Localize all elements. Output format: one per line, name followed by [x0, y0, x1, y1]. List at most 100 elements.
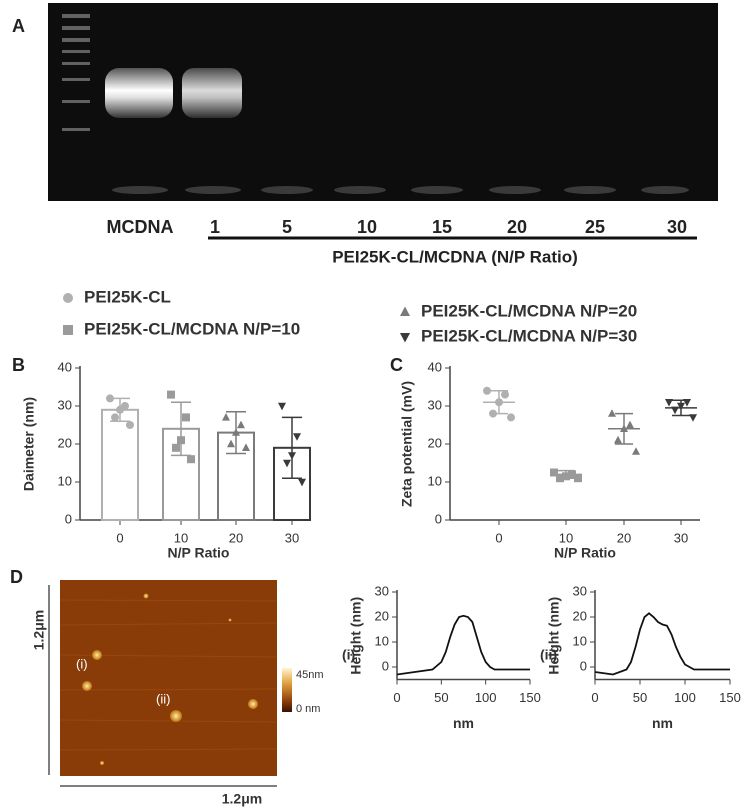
- x-tick-label: 30: [674, 530, 688, 545]
- panel-label: C: [390, 355, 403, 375]
- x-tick-label: 30: [285, 530, 299, 545]
- y-tick-label: 20: [375, 608, 389, 623]
- x-tick-label: 0: [591, 690, 598, 705]
- marker: [293, 433, 301, 441]
- x-tick-label: 20: [617, 530, 631, 545]
- marker: [172, 443, 180, 452]
- marker: [116, 405, 124, 414]
- colorbar-label: 0 nm: [296, 703, 320, 715]
- y-tick-label: 40: [58, 359, 72, 374]
- lane-label: 25: [585, 217, 605, 237]
- x-tick-label: 10: [559, 530, 573, 545]
- x-tick-label: 20: [229, 530, 243, 545]
- legend-label: PEI25K-CL/MCDNA N/P=20: [421, 301, 637, 320]
- marker: [278, 402, 286, 411]
- marker: [126, 421, 134, 429]
- profile-line: [594, 612, 730, 676]
- lane-label: 1: [210, 217, 220, 237]
- marker: [632, 447, 640, 455]
- y-tick-label: 30: [58, 397, 72, 412]
- marker: [550, 468, 558, 477]
- scale-label: 1.2μm: [31, 610, 47, 650]
- marker: [501, 390, 509, 399]
- legend-marker: [63, 293, 73, 303]
- colorbar-label: 45nm: [296, 669, 324, 681]
- marker: [626, 420, 634, 429]
- marker: [298, 478, 306, 487]
- legend-marker: [400, 306, 410, 316]
- spot-label: (ii): [156, 691, 170, 706]
- y-tick-label: 30: [375, 583, 389, 598]
- y-tick-label: 0: [580, 658, 587, 673]
- y-tick-label: 20: [58, 435, 72, 450]
- marker: [483, 386, 491, 395]
- profile-line: [396, 614, 530, 676]
- x-tick-label: 150: [519, 690, 541, 705]
- marker: [568, 470, 576, 479]
- marker: [574, 474, 582, 483]
- x-tick-label: 50: [633, 690, 647, 705]
- lane-label: 10: [357, 217, 377, 237]
- x-tick-label: 0: [495, 530, 502, 545]
- lane-label: 15: [432, 217, 452, 237]
- marker: [288, 452, 296, 460]
- legend-label: PEI25K-CL/MCDNA N/P=10: [84, 319, 300, 338]
- y-tick-label: 10: [375, 633, 389, 648]
- y-tick-label: 0: [65, 511, 72, 526]
- x-tick-label: 0: [116, 530, 123, 545]
- marker: [507, 413, 515, 422]
- marker: [665, 399, 673, 407]
- x-tick-label: 150: [719, 690, 741, 705]
- marker: [689, 414, 697, 422]
- marker: [237, 420, 245, 429]
- x-tick-label: 100: [475, 690, 497, 705]
- marker: [556, 474, 564, 483]
- marker: [683, 399, 691, 407]
- marker: [608, 409, 616, 417]
- marker: [562, 472, 570, 481]
- marker: [489, 409, 497, 418]
- gel-image: [48, 3, 718, 201]
- panel-label: D: [10, 567, 23, 587]
- marker: [111, 413, 119, 422]
- chart-title: (i): [342, 647, 355, 663]
- y-tick-label: 0: [435, 511, 442, 526]
- y-axis-label: Zeta potential (mV): [399, 381, 415, 507]
- marker: [495, 398, 503, 407]
- marker: [283, 459, 291, 468]
- marker: [222, 413, 230, 421]
- x-tick-label: 10: [174, 530, 188, 545]
- marker: [614, 435, 622, 444]
- y-tick-label: 30: [428, 397, 442, 412]
- x-tick-label: 50: [434, 690, 448, 705]
- legend-marker: [400, 333, 410, 343]
- colorbar: [282, 668, 292, 712]
- marker: [167, 390, 175, 399]
- x-tick-label: 100: [674, 690, 696, 705]
- marker: [677, 402, 685, 411]
- marker: [242, 443, 250, 451]
- y-tick-label: 20: [573, 608, 587, 623]
- y-tick-label: 20: [428, 435, 442, 450]
- lane-label: 20: [507, 217, 527, 237]
- panel-label: B: [12, 355, 25, 375]
- lane-label: 30: [667, 217, 687, 237]
- x-axis-label: N/P Ratio: [168, 545, 230, 561]
- marker: [177, 436, 185, 445]
- scale-label: 1.2μm: [222, 791, 262, 807]
- x-axis-label: nm: [453, 715, 474, 731]
- chart-title: (ii): [540, 647, 557, 663]
- marker: [187, 455, 195, 464]
- y-tick-label: 40: [428, 359, 442, 374]
- y-tick-label: 0: [382, 658, 389, 673]
- legend-label: PEI25K-CL: [84, 287, 171, 306]
- marker: [227, 439, 235, 448]
- legend-marker: [63, 325, 73, 335]
- afm-image: [59, 580, 278, 776]
- x-axis-label: N/P Ratio: [554, 545, 616, 561]
- legend-label: PEI25K-CL/MCDNA N/P=30: [421, 326, 637, 345]
- marker: [671, 406, 679, 415]
- spot-label: (i): [76, 656, 88, 671]
- marker: [620, 424, 628, 432]
